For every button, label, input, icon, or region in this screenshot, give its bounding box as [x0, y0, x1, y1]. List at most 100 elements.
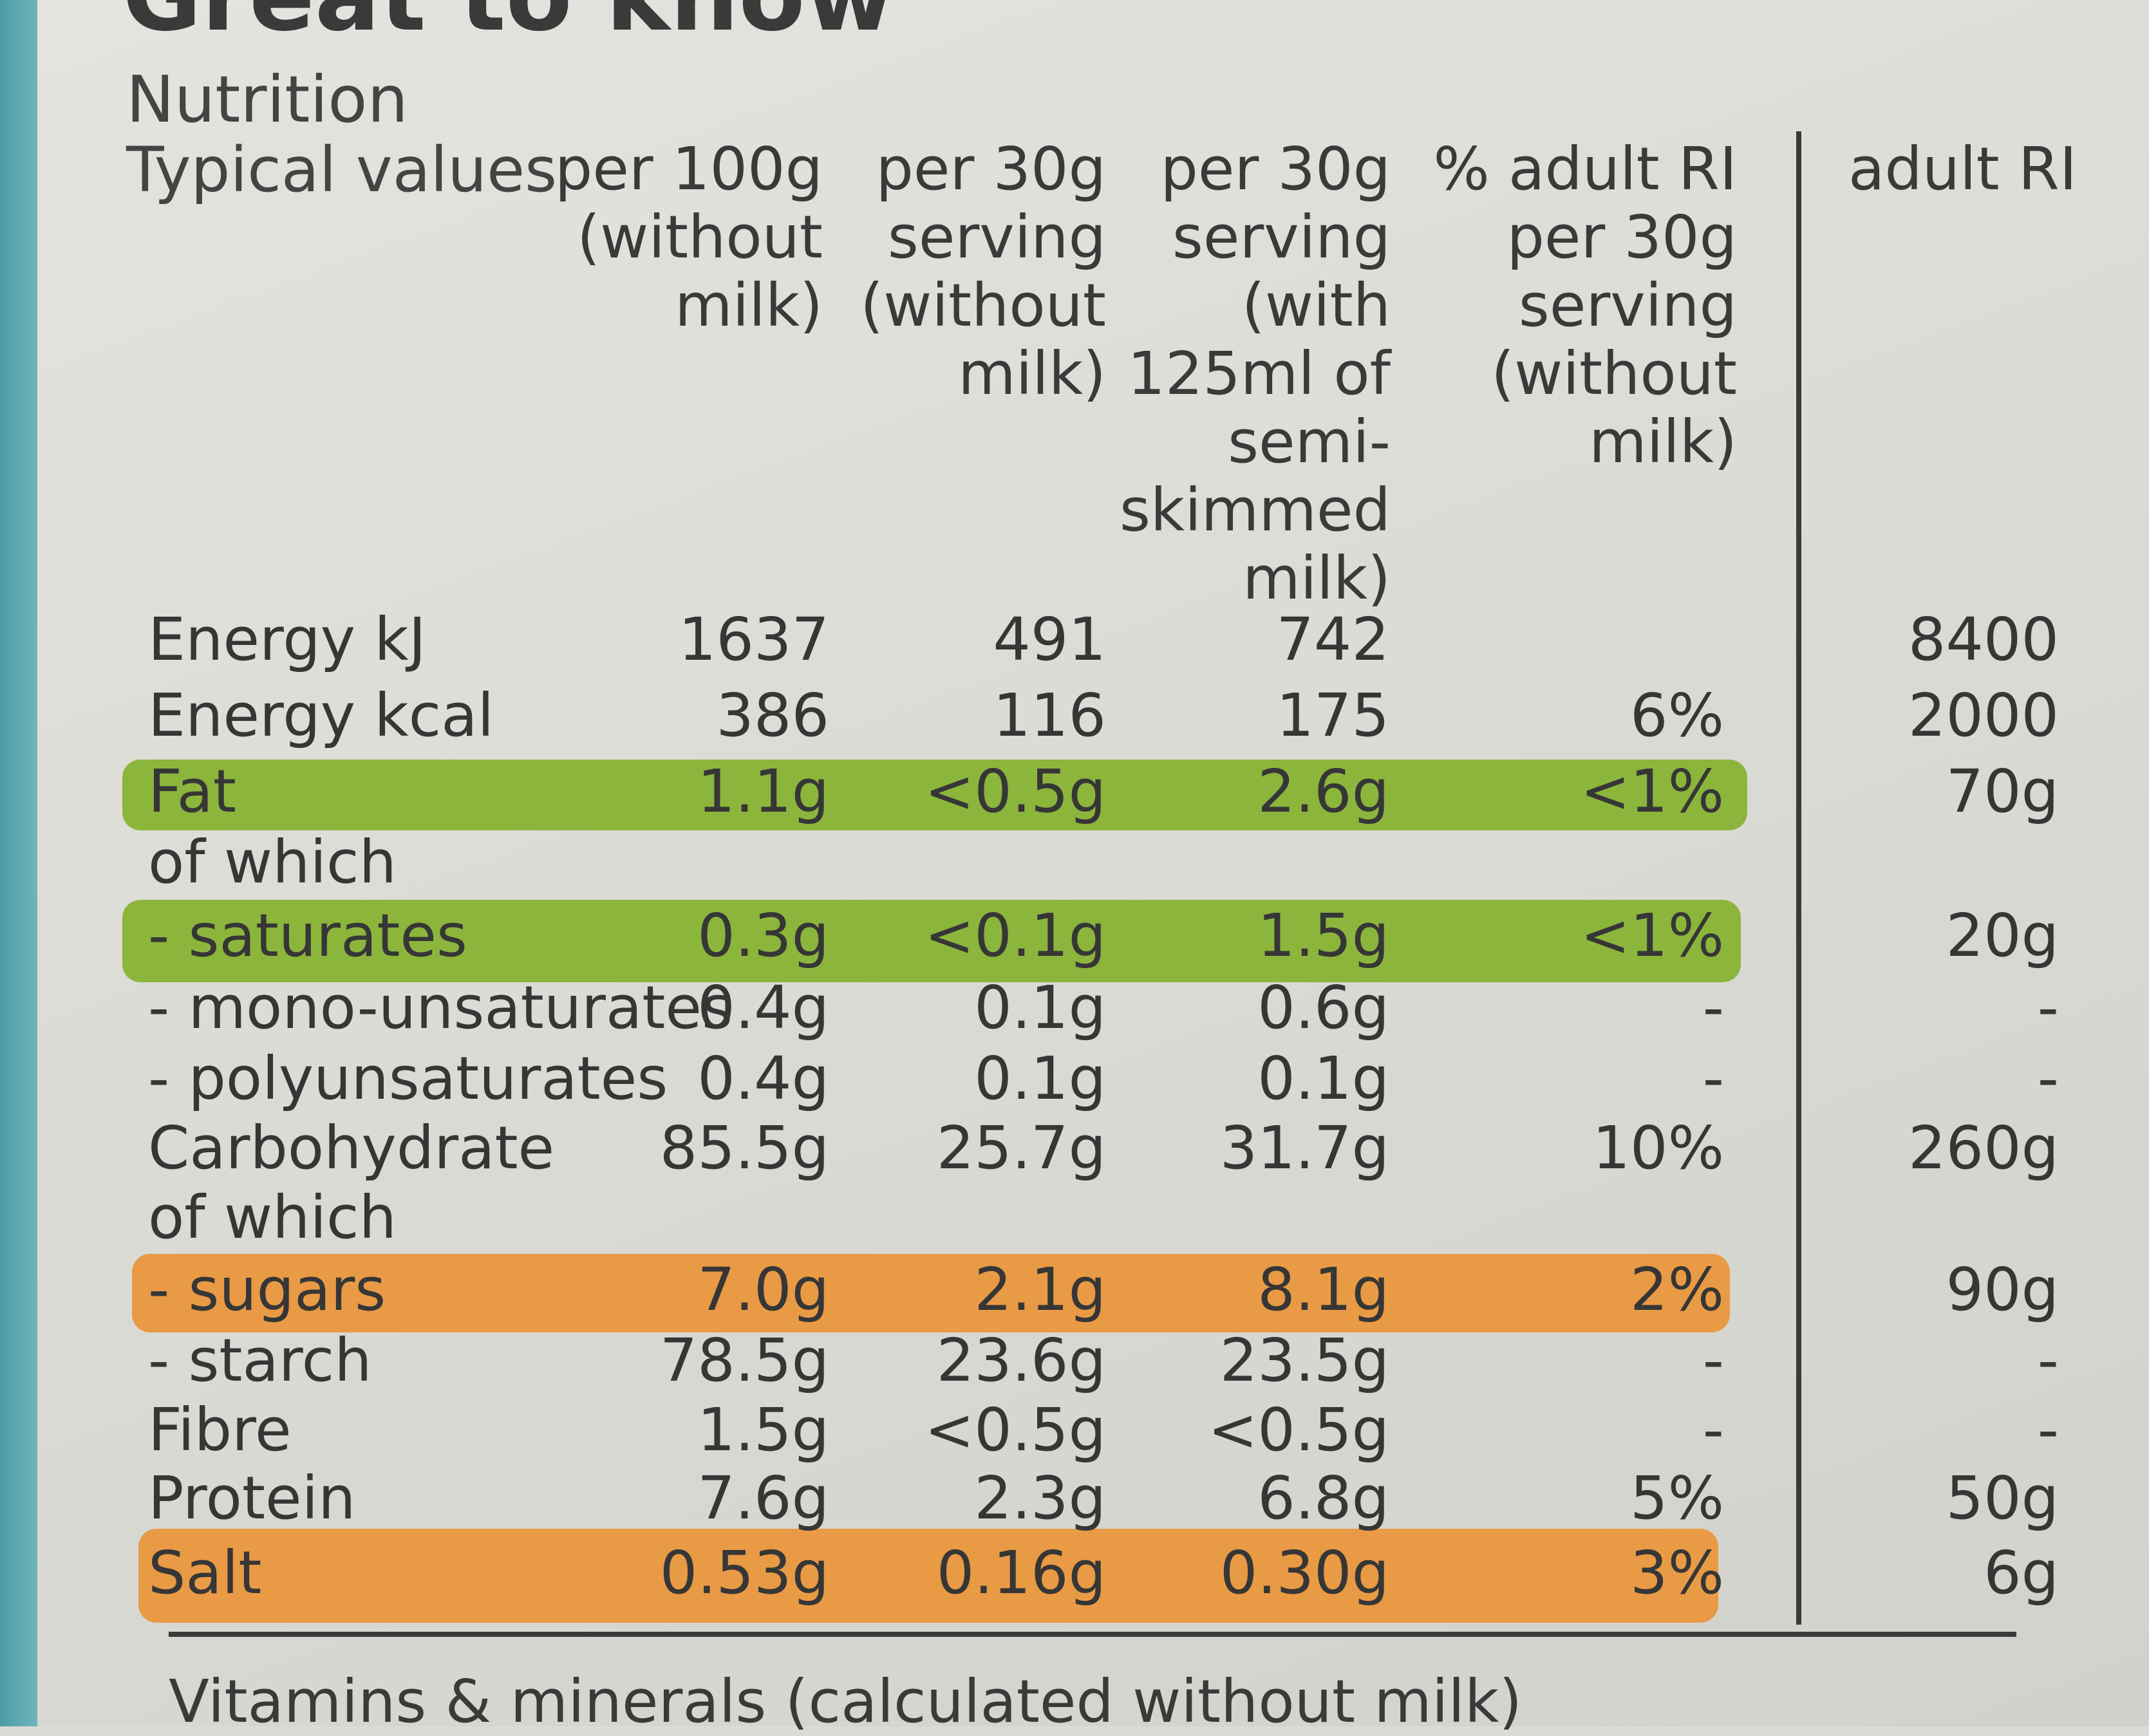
- value-per-30g: <0.1g: [924, 901, 1106, 970]
- col-header-adult-ri: adult RI: [1848, 135, 2077, 203]
- value-adult-ri: -: [2037, 973, 2059, 1042]
- row-label: Protein: [148, 1464, 356, 1533]
- table-row: Fat 1.1g <0.5g 2.6g <1% 70g: [0, 757, 2149, 828]
- col-header-per-100g: per 100g (without milk): [554, 135, 823, 340]
- value-per-30g: <0.5g: [924, 1395, 1106, 1464]
- salt-highlight-band: [138, 1529, 1718, 1623]
- column-divider: [1796, 131, 1801, 1625]
- value-adult-ri: 8400: [1908, 605, 2059, 674]
- sugars-highlight-band: [132, 1254, 1730, 1332]
- value-with-milk: 1.5g: [1257, 901, 1389, 970]
- value-with-milk: 175: [1276, 681, 1389, 750]
- section-heading: Great to know: [122, 0, 894, 53]
- value-adult-ri: -: [2037, 1044, 2059, 1113]
- value-adult-ri: -: [2037, 1326, 2059, 1395]
- table-row: - mono-unsaturates 0.4g 0.1g 0.6g - -: [0, 973, 2149, 1044]
- row-label: Energy kJ: [148, 605, 426, 674]
- teal-packaging-edge: [0, 0, 37, 1726]
- table-row: - saturates 0.3g <0.1g 1.5g <1% 20g: [0, 901, 2149, 972]
- value-adult-ri: -: [2037, 1395, 2059, 1464]
- row-label: of which: [148, 1183, 397, 1252]
- value-per-30g: 116: [993, 681, 1106, 750]
- value-per-30g: 25.7g: [936, 1114, 1106, 1182]
- value-per-100g: 85.5g: [659, 1114, 829, 1182]
- value-ri-percent: 10%: [1592, 1114, 1724, 1182]
- value-per-100g: 7.0g: [697, 1255, 829, 1324]
- value-ri-percent: <1%: [1580, 757, 1724, 826]
- value-per-30g: <0.5g: [924, 757, 1106, 826]
- value-per-30g: 0.16g: [936, 1538, 1106, 1607]
- value-ri-percent: <1%: [1580, 901, 1724, 970]
- value-per-30g: 491: [993, 605, 1106, 674]
- table-row: Energy kcal 386 116 175 6% 2000: [0, 681, 2149, 752]
- table-row: Energy kJ 1637 491 742 8400: [0, 605, 2149, 676]
- value-with-milk: 0.1g: [1257, 1044, 1389, 1113]
- table-row: of which: [0, 1183, 2149, 1254]
- vitamins-minerals-heading: Vitamins & minerals (calculated without …: [169, 1667, 1523, 1736]
- value-adult-ri: 2000: [1908, 681, 2059, 750]
- table-row: Fibre 1.5g <0.5g <0.5g - -: [0, 1395, 2149, 1466]
- value-per-100g: 1.1g: [697, 757, 829, 826]
- value-ri-percent: -: [1702, 973, 1724, 1042]
- value-with-milk: 31.7g: [1219, 1114, 1389, 1182]
- table-row: Carbohydrate 85.5g 25.7g 31.7g 10% 260g: [0, 1114, 2149, 1184]
- table-row: - sugars 7.0g 2.1g 8.1g 2% 90g: [0, 1255, 2149, 1326]
- value-adult-ri: 260g: [1908, 1114, 2059, 1182]
- row-label: - mono-unsaturates: [148, 973, 733, 1042]
- value-per-100g: 78.5g: [659, 1326, 829, 1395]
- row-label: - sugars: [148, 1255, 386, 1324]
- value-per-100g: 0.4g: [697, 1044, 829, 1113]
- row-label: Salt: [148, 1538, 262, 1607]
- value-per-100g: 7.6g: [697, 1464, 829, 1533]
- typical-values-label: Typical values: [126, 134, 558, 206]
- value-adult-ri: 90g: [1946, 1255, 2059, 1324]
- value-ri-percent: -: [1702, 1326, 1724, 1395]
- value-per-100g: 0.53g: [659, 1538, 829, 1607]
- value-per-100g: 0.4g: [697, 973, 829, 1042]
- value-ri-percent: 5%: [1630, 1464, 1724, 1533]
- value-adult-ri: 50g: [1946, 1464, 2059, 1533]
- value-with-milk: 2.6g: [1257, 757, 1389, 826]
- saturates-highlight-band: [122, 900, 1741, 982]
- value-per-30g: 23.6g: [936, 1326, 1106, 1395]
- table-row: Protein 7.6g 2.3g 6.8g 5% 50g: [0, 1464, 2149, 1535]
- row-label: Fat: [148, 757, 236, 826]
- value-ri-percent: -: [1702, 1044, 1724, 1113]
- value-with-milk: <0.5g: [1208, 1395, 1389, 1464]
- value-per-100g: 0.3g: [697, 901, 829, 970]
- row-label: Carbohydrate: [148, 1114, 555, 1182]
- table-bottom-rule: [169, 1632, 2016, 1637]
- table-row: Salt 0.53g 0.16g 0.30g 3% 6g: [0, 1538, 2149, 1609]
- value-with-milk: 0.6g: [1257, 973, 1389, 1042]
- value-per-30g: 2.3g: [974, 1464, 1106, 1533]
- value-ri-percent: 6%: [1630, 681, 1724, 750]
- col-header-ri-percent: % adult RI per 30g serving (without milk…: [1433, 135, 1737, 476]
- col-header-per-30g: per 30g serving (without milk): [860, 135, 1106, 408]
- fat-highlight-band: [122, 760, 1747, 830]
- value-ri-percent: 2%: [1630, 1255, 1724, 1324]
- table-row: of which: [0, 828, 2149, 899]
- value-with-milk: 6.8g: [1257, 1464, 1389, 1533]
- row-label: - saturates: [148, 901, 467, 970]
- nutrition-title: Nutrition: [126, 62, 408, 137]
- value-ri-percent: -: [1702, 1395, 1724, 1464]
- row-label: Energy kcal: [148, 681, 494, 750]
- value-per-30g: 0.1g: [974, 973, 1106, 1042]
- value-with-milk: 742: [1276, 605, 1389, 674]
- table-row: - polyunsaturates 0.4g 0.1g 0.1g - -: [0, 1044, 2149, 1115]
- value-ri-percent: 3%: [1630, 1538, 1724, 1607]
- row-label: of which: [148, 828, 397, 897]
- value-with-milk: 8.1g: [1257, 1255, 1389, 1324]
- row-label: Fibre: [148, 1395, 292, 1464]
- value-with-milk: 23.5g: [1219, 1326, 1389, 1395]
- value-per-100g: 1.5g: [697, 1395, 829, 1464]
- col-header-per-30g-with-milk: per 30g serving (with 125ml of semi- ski…: [1119, 135, 1391, 613]
- value-per-100g: 386: [716, 681, 829, 750]
- value-per-100g: 1637: [678, 605, 829, 674]
- value-adult-ri: 70g: [1946, 757, 2059, 826]
- value-per-30g: 2.1g: [974, 1255, 1106, 1324]
- value-per-30g: 0.1g: [974, 1044, 1106, 1113]
- value-with-milk: 0.30g: [1219, 1538, 1389, 1607]
- row-label: - polyunsaturates: [148, 1044, 668, 1113]
- row-label: - starch: [148, 1326, 372, 1395]
